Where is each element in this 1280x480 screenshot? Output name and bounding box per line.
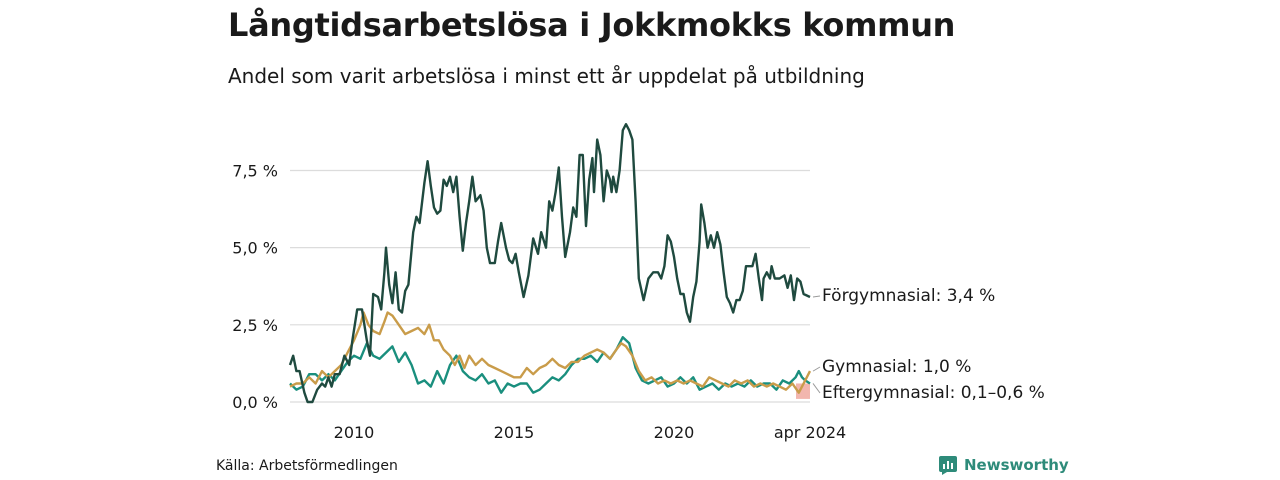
- series-line-eftergymnasial: [289, 336, 811, 394]
- x-tick-label: 2010: [334, 423, 375, 442]
- series-line-gymnasial: [289, 311, 812, 394]
- series-end-label: Förgymnasial: 3,4 %: [822, 286, 995, 306]
- line-chart: Förgymnasial: 3,4 % Gymnasial: 1,0 % Efter…: [232, 123, 1045, 442]
- y-tick-label: 2,5 %: [232, 316, 278, 335]
- series-lines: [288, 123, 812, 404]
- series-end-label: Eftergymnasial: 0,1–0,6 %: [822, 383, 1045, 403]
- y-tick-label: 5,0 %: [232, 239, 278, 258]
- brand-name: Newsworthy: [964, 456, 1069, 474]
- x-tick-label: apr 2024: [774, 423, 846, 442]
- leader-line: [812, 383, 821, 394]
- leader-line: [812, 366, 821, 372]
- x-tick-label: 2015: [494, 423, 535, 442]
- series-end-label: Gymnasial: 1,0 %: [822, 357, 971, 377]
- y-tick-label: 7,5 %: [232, 161, 278, 180]
- x-tick-label: 2020: [654, 423, 695, 442]
- x-axis: 2010 2015 2020 apr 2024: [334, 423, 847, 442]
- series-end-labels: Förgymnasial: 3,4 % Gymnasial: 1,0 % Efter…: [812, 286, 1045, 403]
- chart-title: Långtidsarbetslösa i Jokkmokks kommun: [228, 6, 956, 44]
- source-note: Källa: Arbetsförmedlingen: [216, 458, 398, 474]
- grid-lines: [290, 169, 810, 403]
- range-bands: [796, 383, 810, 399]
- series-line-förgymnasial: [288, 123, 811, 404]
- y-axis: 0,0 % 2,5 % 5,0 % 7,5 %: [232, 161, 278, 412]
- chart-subtitle: Andel som varit arbetslösa i minst ett å…: [228, 64, 865, 88]
- range-band-eftergymnasial: [796, 383, 810, 399]
- y-tick-label: 0,0 %: [232, 393, 278, 412]
- newsworthy-logo-icon: [939, 456, 957, 475]
- brand-logo[interactable]: Newsworthy: [938, 455, 1069, 475]
- leader-line: [812, 295, 821, 298]
